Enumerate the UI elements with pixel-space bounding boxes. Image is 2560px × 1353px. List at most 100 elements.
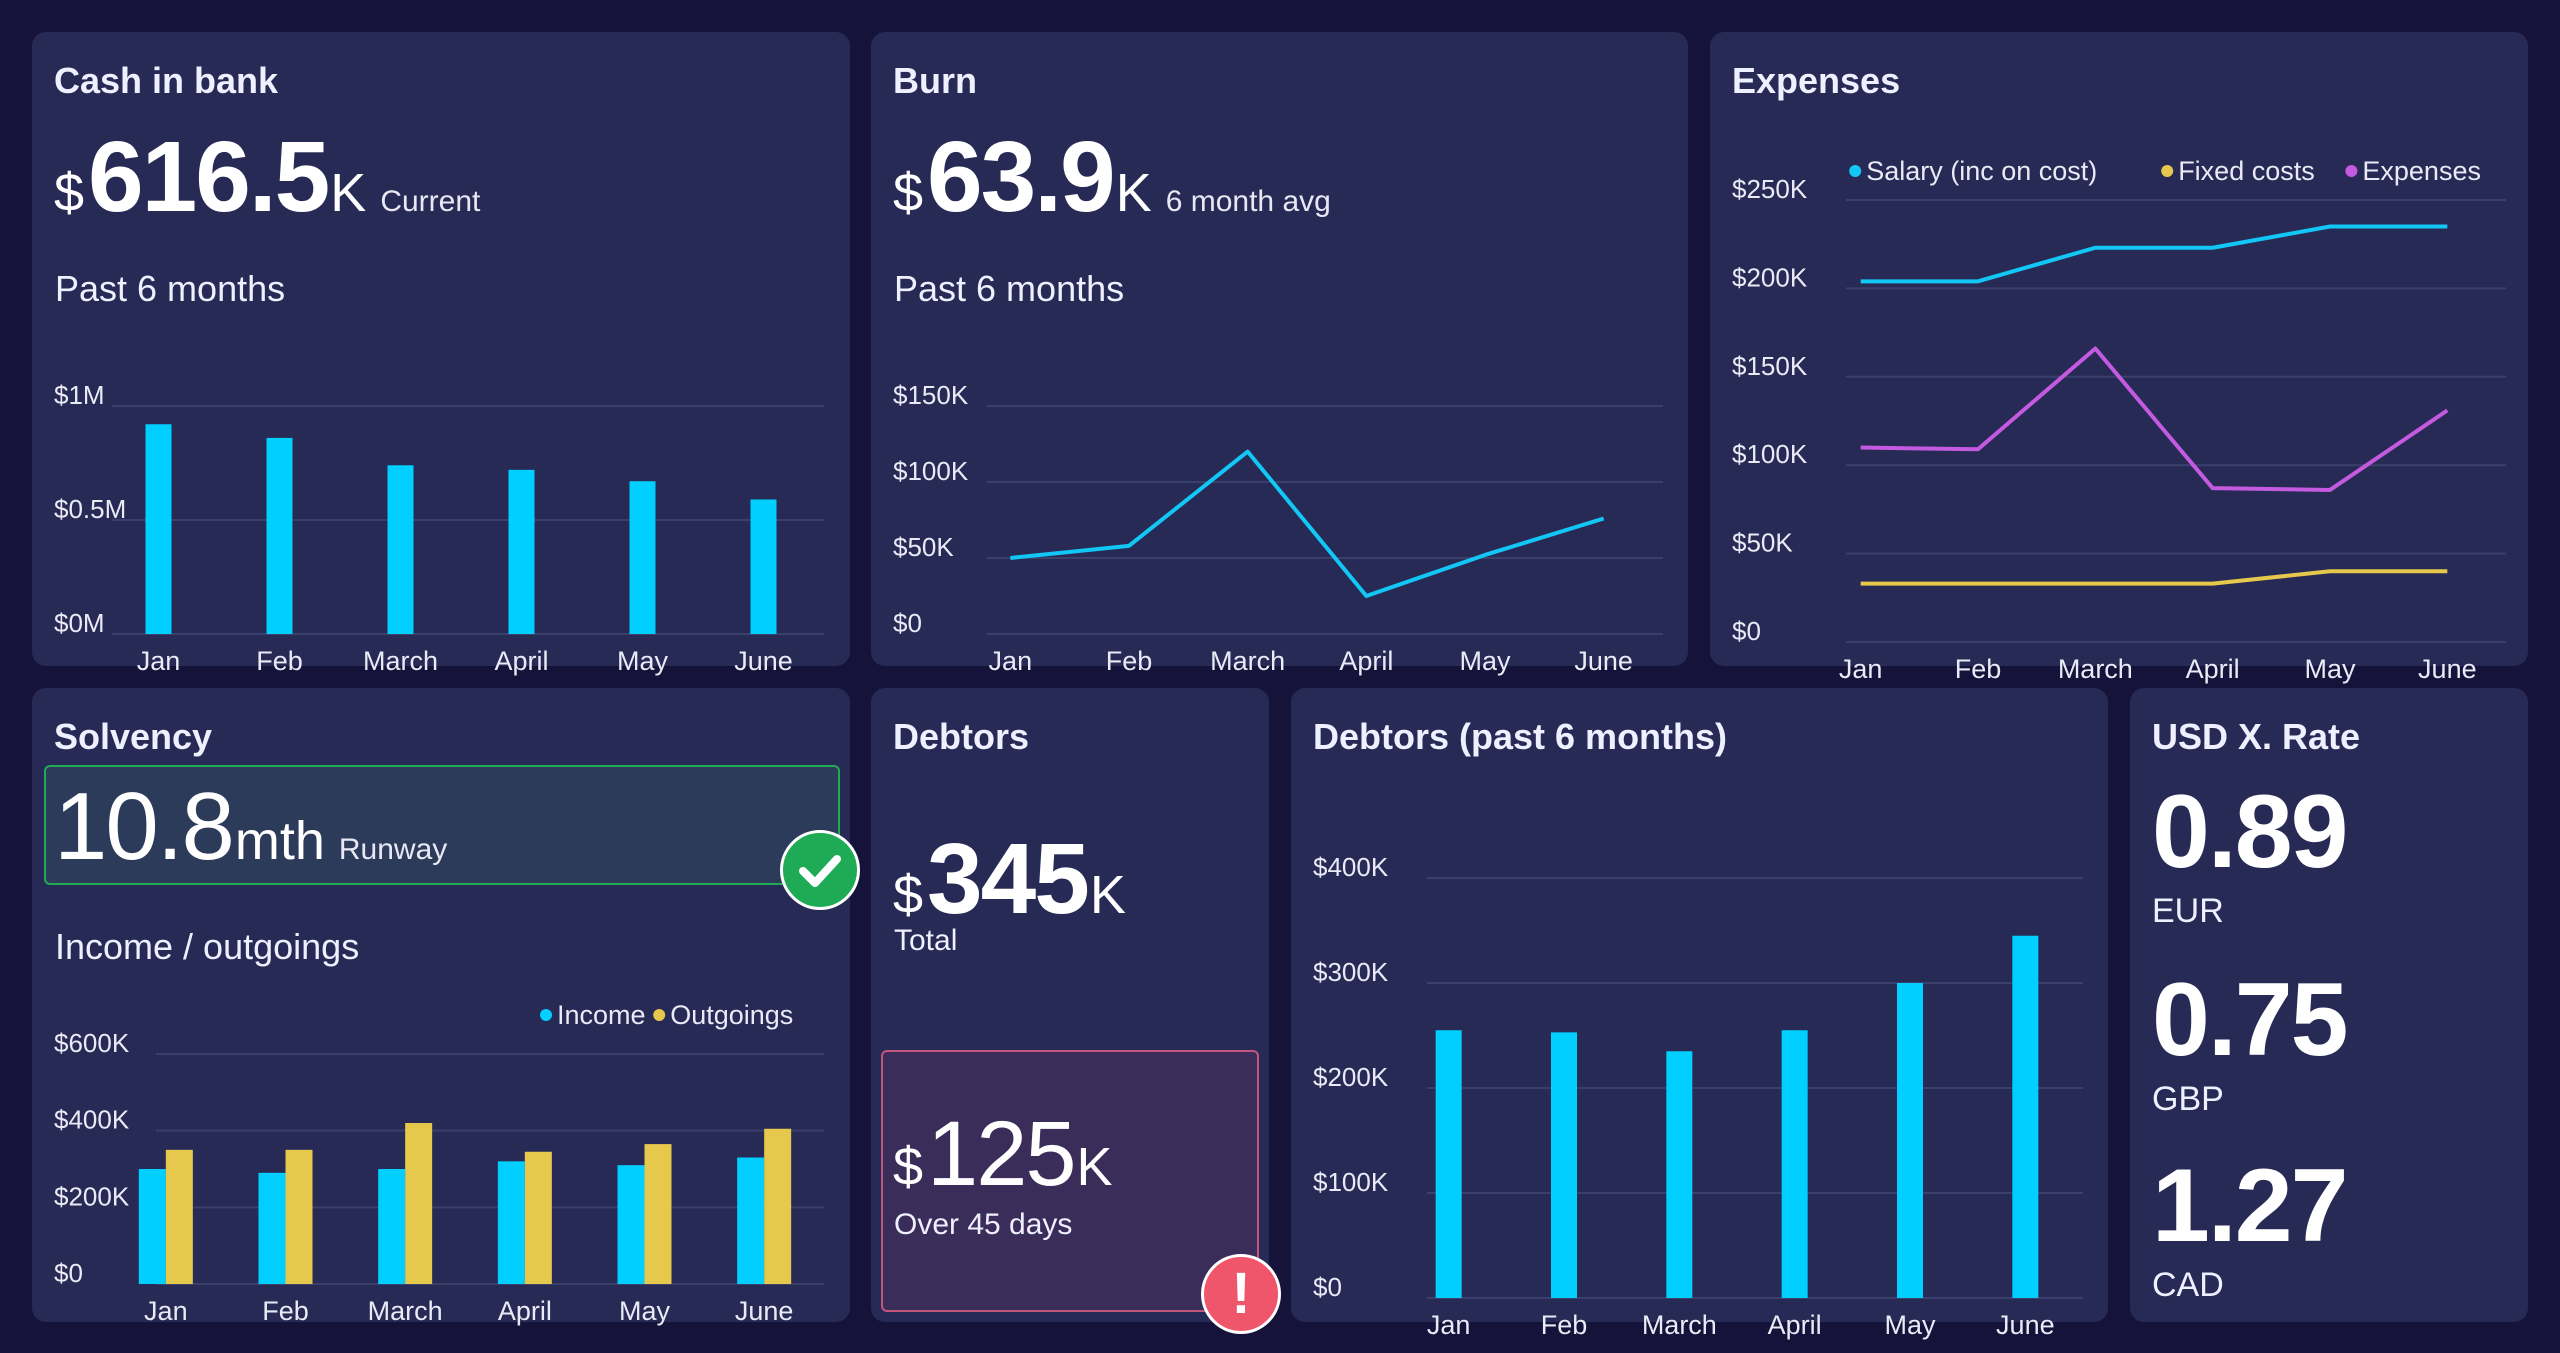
y-tick-label: $0 — [893, 608, 922, 638]
bar-outgoings-april — [524, 1151, 552, 1284]
cash-unit: K — [330, 163, 367, 223]
legend-label-fixed-costs: Fixed costs — [2178, 156, 2315, 186]
y-tick-label: $0.5M — [54, 494, 126, 524]
x-tick-label: April — [1339, 646, 1393, 676]
x-tick-label: March — [1642, 1310, 1717, 1340]
bar-may — [629, 481, 656, 634]
bar-feb — [1551, 1032, 1577, 1298]
cash-value: 616.5 — [88, 121, 330, 233]
x-tick-label: Feb — [1955, 654, 2002, 684]
x-tick-label: May — [1884, 1310, 1936, 1340]
rate-cad-value: 1.27 — [2152, 1148, 2348, 1264]
burn-currency: $ — [893, 163, 924, 223]
bar-outgoings-feb — [285, 1149, 313, 1284]
x-tick-label: April — [2186, 654, 2240, 684]
bar-june — [750, 499, 777, 634]
runway-kpi: 10.8mth Runway — [54, 772, 447, 882]
y-tick-label: $0 — [54, 1258, 83, 1288]
bar-outgoings-jan — [165, 1149, 193, 1284]
burn-value: 63.9 — [927, 121, 1116, 233]
expenses-line-chart: $0 $50K $100K $150K $200K $250K Jan Feb March Apr… — [1732, 156, 2506, 684]
rate-eur: 0.89 EUR — [2152, 774, 2348, 931]
y-tick-label: $200K — [54, 1181, 130, 1211]
bar-outgoings-june — [764, 1128, 792, 1284]
debtors-overdue-currency: $ — [893, 1137, 924, 1197]
legend-dot-outgoings — [653, 1009, 666, 1021]
x-tick-label: May — [2304, 654, 2356, 684]
legend-dot-salary-inc-on-cost — [1849, 165, 1862, 177]
bar-june — [2012, 935, 2039, 1298]
x-tick-label: March — [2058, 654, 2133, 684]
debtors-overdue-value: 125 — [927, 1103, 1076, 1205]
rate-eur-currency: EUR — [2152, 892, 2224, 930]
alert-badge: ! — [1201, 1254, 1281, 1334]
y-tick-label: $200K — [1732, 262, 1808, 292]
rate-gbp: 0.75 GBP — [2152, 968, 2348, 1119]
cash-desc: Current — [380, 185, 481, 218]
x-tick-label: April — [494, 646, 548, 676]
y-tick-label: $0 — [1732, 616, 1761, 646]
y-tick-label: $150K — [893, 380, 969, 410]
y-tick-label: $1M — [54, 380, 105, 410]
bar-april — [508, 469, 535, 634]
x-tick-label: June — [2418, 654, 2477, 684]
bar-income-feb — [258, 1172, 286, 1284]
bar-march — [387, 465, 414, 634]
y-tick-label: $100K — [1732, 439, 1808, 469]
burn-line-chart: $0 $50K $100K $150K Jan Feb March April May June — [893, 380, 1663, 676]
series-line-expenses — [1860, 346, 2449, 492]
debtors-total-unit: K — [1089, 865, 1126, 925]
runway-value: 10.8 — [54, 773, 235, 880]
rate-cad-currency: CAD — [2152, 1266, 2224, 1304]
burn-unit: K — [1115, 163, 1152, 223]
y-tick-label: $150K — [1732, 351, 1808, 381]
bar-april — [1781, 1030, 1808, 1298]
series-line — [1010, 449, 1605, 598]
y-tick-label: $100K — [1313, 1167, 1389, 1197]
bar-income-march — [378, 1169, 406, 1284]
debtors6-title: Debtors (past 6 months) — [1313, 716, 1728, 757]
legend-label-outgoings: Outgoings — [670, 1000, 793, 1030]
x-tick-label: March — [1210, 646, 1285, 676]
cash-bar-chart: $0M $0.5M $1M Jan Feb March April May June — [54, 380, 824, 676]
debtors-total-desc: Total — [894, 924, 958, 957]
y-tick-label: $0 — [1313, 1272, 1342, 1302]
debtors-overdue-unit: K — [1076, 1137, 1113, 1197]
alert-icon: ! — [1231, 1261, 1251, 1326]
y-tick-label: $200K — [1313, 1062, 1389, 1092]
debtors-title: Debtors — [893, 716, 1030, 757]
y-tick-label: $50K — [893, 532, 954, 562]
x-tick-label: Feb — [1541, 1310, 1588, 1340]
y-tick-label: $400K — [1313, 852, 1389, 882]
debtors-total-value: 345 — [927, 823, 1090, 935]
x-tick-label: June — [1574, 646, 1633, 676]
burn-desc: 6 month avg — [1165, 185, 1331, 218]
bar-march — [1666, 1051, 1693, 1298]
debtors-bar-chart: $0 $100K $200K $300K $400K Jan Feb March April Ma… — [1313, 852, 2083, 1340]
x-tick-label: March — [368, 1296, 443, 1326]
rate-cad: 1.27 CAD — [2152, 1148, 2348, 1305]
x-tick-label: June — [735, 1296, 794, 1326]
runway-unit: mth — [234, 811, 325, 871]
cash-title: Cash in bank — [54, 60, 279, 101]
y-tick-label: $300K — [1313, 957, 1389, 987]
bar-outgoings-may — [644, 1144, 672, 1284]
legend-dot-income — [540, 1009, 552, 1021]
xrate-title: USD X. Rate — [2152, 716, 2361, 757]
x-tick-label: May — [617, 646, 669, 676]
solvency-title: Solvency — [54, 716, 213, 757]
y-tick-label: $600K — [54, 1028, 130, 1058]
bar-outgoings-march — [405, 1123, 433, 1284]
x-tick-label: Jan — [1427, 1310, 1471, 1340]
x-tick-label: Jan — [1839, 654, 1883, 684]
xrate-panel: USD X. Rate 0.89 EUR 0.75 GBP 1.27 CAD — [2130, 688, 2528, 1322]
rate-gbp-currency: GBP — [2152, 1080, 2224, 1118]
x-tick-label: Jan — [989, 646, 1033, 676]
rate-eur-value: 0.89 — [2152, 774, 2348, 890]
x-tick-label: Feb — [262, 1296, 309, 1326]
debtors-overdue-desc: Over 45 days — [894, 1208, 1073, 1241]
runway-box — [44, 765, 840, 885]
x-tick-label: Feb — [256, 646, 303, 676]
x-tick-label: May — [1459, 646, 1511, 676]
series-line-fixed-costs — [1860, 569, 2448, 586]
